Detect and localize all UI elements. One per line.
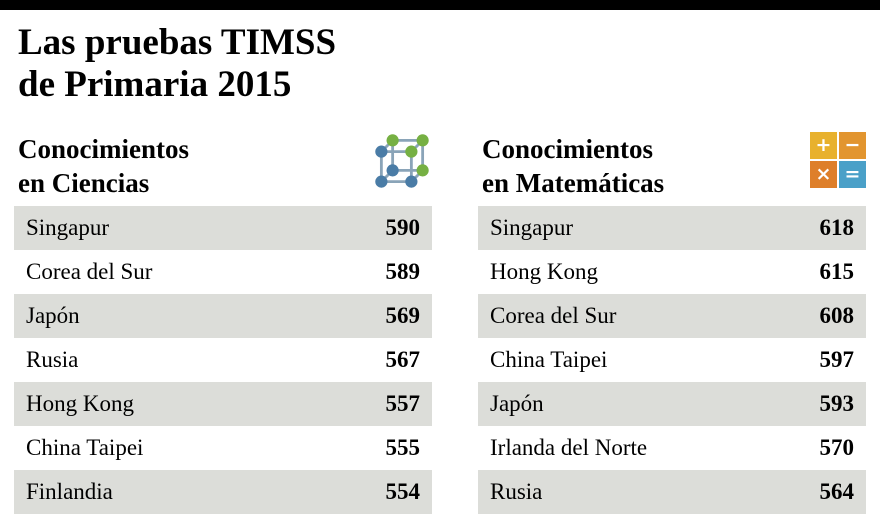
- country-label: Singapur: [490, 215, 574, 240]
- score-value: 567: [385, 347, 421, 372]
- table-row: Hong Kong 557: [14, 382, 432, 426]
- science-heading-line-1: Conocimientos: [18, 134, 189, 164]
- country-label: Finlandia: [26, 479, 113, 504]
- table-row: Singapur 618: [478, 206, 866, 250]
- country-label: China Taipei: [490, 347, 608, 372]
- science-heading: Conocimientos en Ciencias: [18, 126, 189, 200]
- plus-tile: +: [810, 132, 837, 159]
- page-title: Las pruebas TIMSS de Primaria 2015: [18, 22, 336, 106]
- science-heading-line-2: en Ciencias: [18, 168, 150, 198]
- table-row: Singapur 590: [14, 206, 432, 250]
- math-column: Conocimientos en Matemáticas + − × = Sin…: [478, 126, 866, 514]
- science-header: Conocimientos en Ciencias: [14, 126, 432, 206]
- molecule-icon: [372, 126, 432, 201]
- calculator-icon: + − × =: [810, 132, 866, 188]
- country-label: China Taipei: [26, 435, 144, 460]
- score-value: 608: [819, 303, 855, 328]
- score-value: 570: [819, 435, 855, 460]
- country-label: Corea del Sur: [26, 259, 153, 284]
- top-black-bar: [0, 0, 880, 10]
- country-label: Hong Kong: [490, 259, 598, 284]
- minus-tile: −: [839, 132, 866, 159]
- math-heading-line-1: Conocimientos: [482, 134, 653, 164]
- country-label: Rusia: [490, 479, 543, 504]
- score-value: 590: [385, 215, 421, 240]
- country-label: Japón: [490, 391, 544, 416]
- score-value: 593: [819, 391, 855, 416]
- science-table: Singapur 590 Corea del Sur 589 Japón 569…: [14, 206, 432, 514]
- country-label: Singapur: [26, 215, 110, 240]
- country-label: Hong Kong: [26, 391, 134, 416]
- math-table: Singapur 618 Hong Kong 615 Corea del Sur…: [478, 206, 866, 514]
- score-value: 564: [819, 479, 855, 504]
- score-value: 615: [819, 259, 855, 284]
- score-value: 554: [385, 479, 421, 504]
- table-row: Corea del Sur 589: [14, 250, 432, 294]
- table-row: Japón 569: [14, 294, 432, 338]
- math-header: Conocimientos en Matemáticas + − × =: [478, 126, 866, 206]
- table-row: Japón 593: [478, 382, 866, 426]
- table-row: Hong Kong 615: [478, 250, 866, 294]
- score-value: 557: [385, 391, 421, 416]
- equals-tile: =: [839, 161, 866, 188]
- table-row: Rusia 567: [14, 338, 432, 382]
- table-row: Corea del Sur 608: [478, 294, 866, 338]
- math-heading-line-2: en Matemáticas: [482, 168, 665, 198]
- page-title-line-2: de Primaria 2015: [18, 64, 292, 105]
- table-row: China Taipei 555: [14, 426, 432, 470]
- table-row: Rusia 564: [478, 470, 866, 514]
- score-value: 589: [385, 259, 421, 284]
- score-value: 597: [819, 347, 855, 372]
- score-value: 555: [385, 435, 421, 460]
- score-value: 569: [385, 303, 421, 328]
- country-label: Rusia: [26, 347, 79, 372]
- times-tile: ×: [810, 161, 837, 188]
- math-heading: Conocimientos en Matemáticas: [482, 126, 664, 200]
- country-label: Corea del Sur: [490, 303, 617, 328]
- country-label: Japón: [26, 303, 80, 328]
- score-value: 618: [819, 215, 855, 240]
- table-row: China Taipei 597: [478, 338, 866, 382]
- country-label: Irlanda del Norte: [490, 435, 648, 460]
- page-title-line-1: Las pruebas TIMSS: [18, 22, 337, 63]
- table-row: Irlanda del Norte 570: [478, 426, 866, 470]
- table-row: Finlandia 554: [14, 470, 432, 514]
- science-column: Conocimientos en Ciencias: [14, 126, 432, 514]
